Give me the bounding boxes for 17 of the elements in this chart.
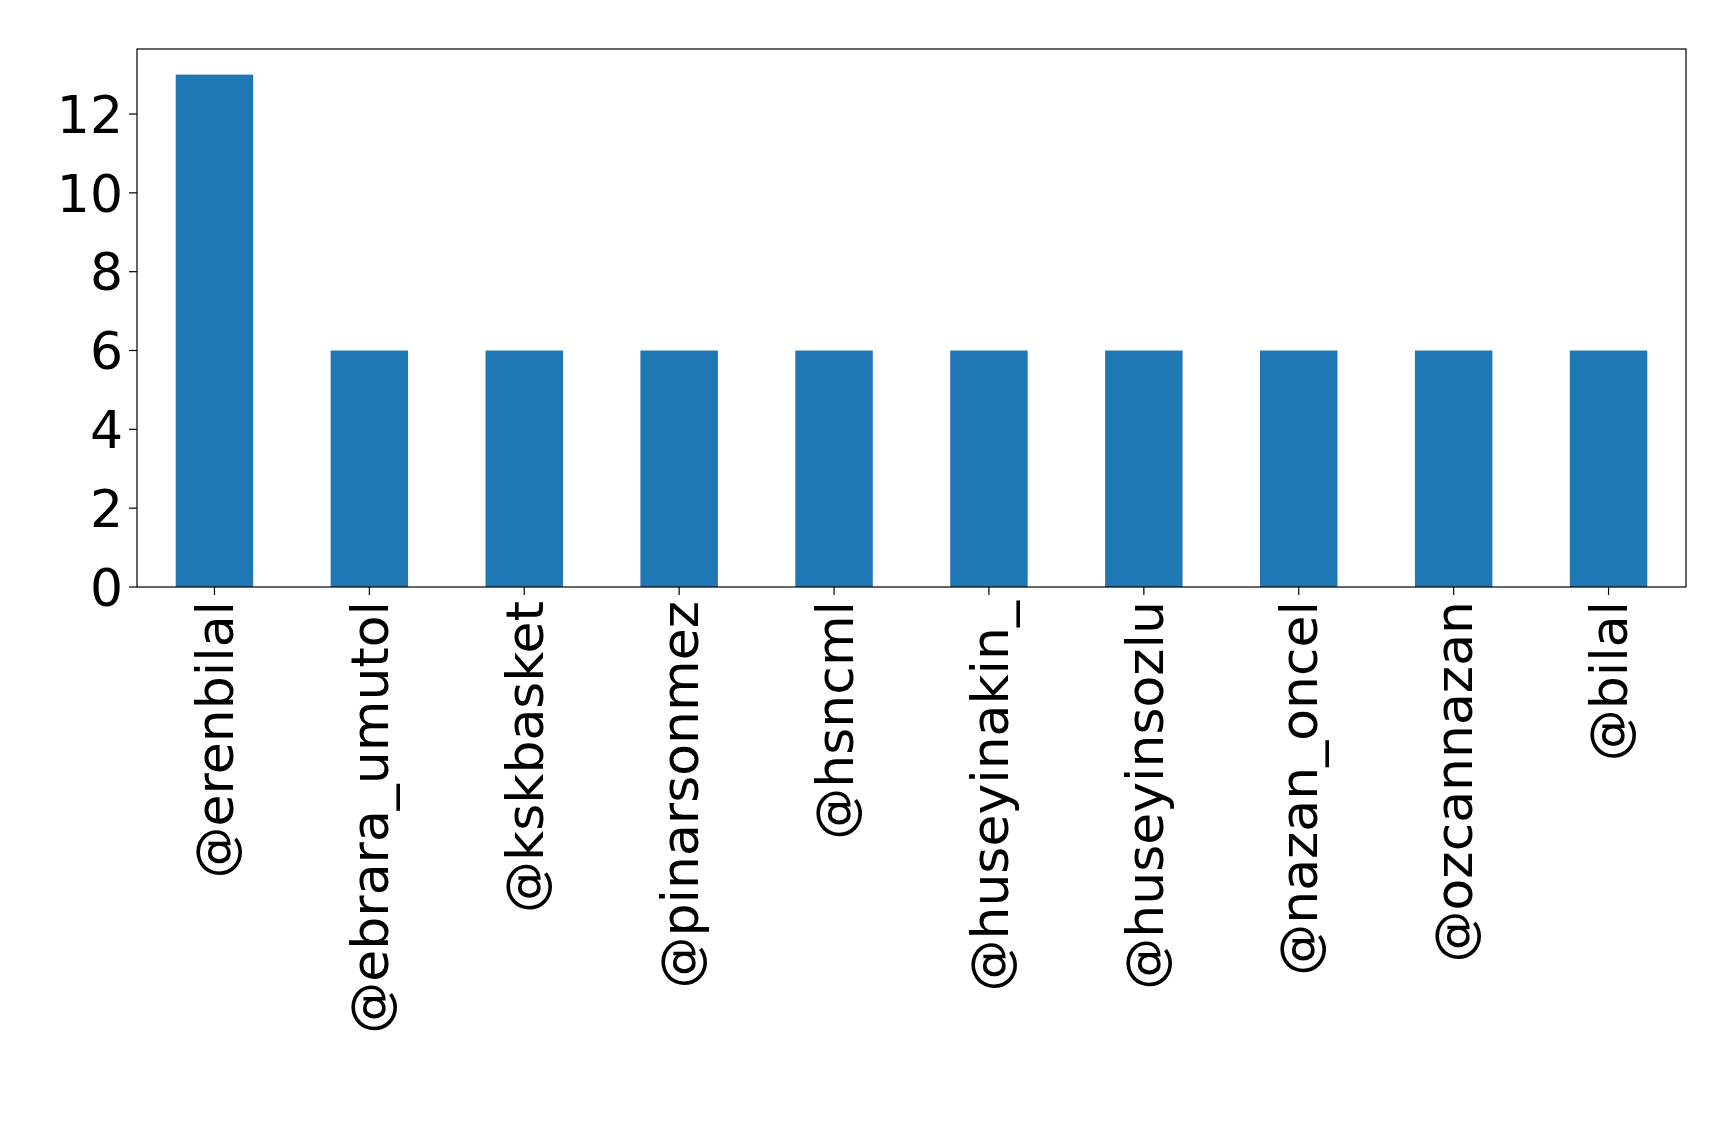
x-tick-label: @bilal xyxy=(1579,601,1640,762)
y-tick-label: 10 xyxy=(56,163,123,224)
x-tick-label: @huseyinakin_ xyxy=(959,600,1020,992)
y-tick-label: 12 xyxy=(56,84,123,145)
x-tick-label: @pinarsonmez xyxy=(649,601,710,989)
x-tick-label: @ozcannazan xyxy=(1424,601,1485,963)
y-tick-label: 2 xyxy=(89,478,123,539)
x-tick-label: @nazan_oncel xyxy=(1269,601,1330,976)
y-tick-label: 8 xyxy=(89,242,123,303)
x-tick-label: @ebrara_umutol xyxy=(340,601,401,1034)
x-tick-label: @huseyinsozlu xyxy=(1114,601,1175,990)
y-tick-label: 4 xyxy=(89,400,123,461)
y-tick-label: 6 xyxy=(89,321,123,382)
x-tick-label: @erenbilal xyxy=(185,601,246,879)
x-tick-label: @kskbasket xyxy=(494,601,555,913)
x-tick-label: @hsncml xyxy=(804,601,865,840)
y-tick-label: 0 xyxy=(89,557,123,618)
